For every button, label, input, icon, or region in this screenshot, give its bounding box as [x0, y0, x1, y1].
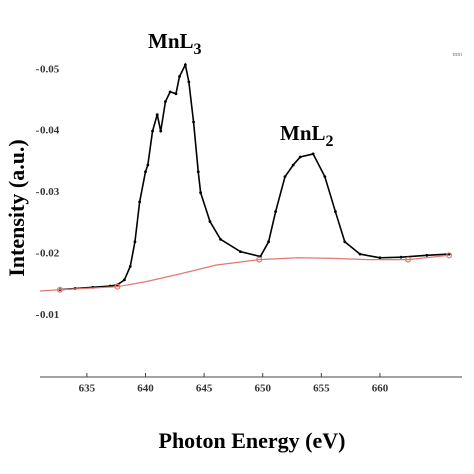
data-point	[283, 175, 287, 179]
annotation: MnL3	[148, 29, 202, 58]
data-point	[358, 252, 362, 256]
data-point	[174, 92, 178, 96]
data-point	[323, 175, 327, 179]
data-point	[334, 210, 337, 214]
data-point	[183, 63, 187, 67]
y-tick-label: 0.04	[40, 125, 60, 137]
data-point	[164, 100, 167, 104]
anchor-point	[256, 256, 263, 263]
data-point	[425, 253, 429, 257]
data-point	[133, 240, 137, 244]
data-point	[155, 113, 159, 116]
y-tick-label: 0.05	[40, 63, 60, 75]
annotation-text: MnL	[280, 121, 326, 145]
data-point	[187, 80, 191, 84]
series-line	[59, 62, 450, 291]
data-point	[199, 191, 202, 195]
x-tick-label: 650	[254, 383, 271, 395]
x-tick-label: 655	[313, 383, 330, 395]
corner-note: mni	[453, 52, 463, 58]
data-point	[267, 240, 270, 244]
data-point	[208, 220, 212, 223]
data-point	[298, 155, 302, 159]
x-tick-label: 645	[196, 383, 213, 395]
data-point	[192, 120, 195, 124]
annotation: MnL2	[280, 121, 334, 150]
y-tick-label: 0.02	[40, 248, 60, 260]
x-tick-label: 640	[137, 383, 154, 395]
data-point	[138, 200, 142, 204]
data-point	[151, 129, 154, 133]
data-point	[274, 210, 278, 214]
data-point	[343, 240, 347, 244]
data-point	[399, 255, 403, 259]
annotation-subscript: 3	[194, 41, 202, 58]
data-point	[146, 163, 150, 167]
data-point	[123, 278, 126, 282]
data-point	[178, 75, 181, 78]
y-axis-title: Intensity (a.u.)	[4, 139, 29, 277]
data-point	[311, 152, 315, 156]
x-tick-label: 635	[79, 383, 96, 395]
data-point	[239, 250, 242, 254]
data-point	[219, 237, 222, 241]
anchor-point	[405, 256, 412, 263]
x-tick-label: 660	[372, 383, 389, 395]
anchor-point	[446, 252, 453, 259]
x-axis-title: Photon Energy (eV)	[159, 428, 346, 453]
data-point	[196, 170, 200, 174]
data-point	[291, 163, 295, 167]
y-tick-label: 0.01	[40, 309, 59, 321]
anchor-point	[56, 286, 63, 293]
data-point	[159, 129, 163, 133]
y-tick-label: 0.03	[40, 186, 60, 198]
data-point	[378, 256, 382, 260]
annotation-subscript: 2	[326, 133, 334, 150]
data-point	[128, 264, 132, 268]
annotation-text: MnL	[148, 29, 194, 53]
anchor-point	[114, 283, 121, 290]
data-point	[168, 90, 172, 94]
data-point	[144, 170, 147, 174]
series-line	[39, 254, 450, 292]
